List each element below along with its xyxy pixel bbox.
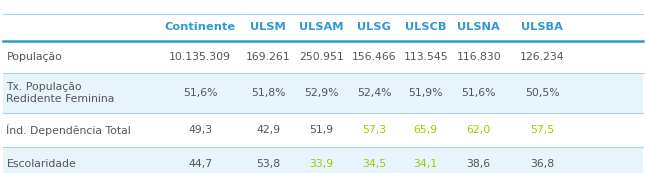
Text: 156.466: 156.466 [351, 52, 397, 62]
Text: 57,3: 57,3 [362, 125, 386, 135]
Text: 65,9: 65,9 [413, 125, 438, 135]
Text: 44,7: 44,7 [188, 159, 213, 169]
Text: ULSAM: ULSAM [299, 22, 344, 32]
Text: 38,6: 38,6 [466, 159, 491, 169]
Text: 51,9: 51,9 [309, 125, 333, 135]
Text: ULSNA: ULSNA [457, 22, 500, 32]
Bar [3, 41, 643, 73]
Text: 126.234: 126.234 [520, 52, 565, 62]
Bar [3, 113, 643, 147]
Text: Escolaridade: Escolaridade [6, 159, 76, 169]
Text: 57,5: 57,5 [530, 125, 554, 135]
Text: 49,3: 49,3 [188, 125, 213, 135]
Text: 33,9: 33,9 [309, 159, 333, 169]
Bar [3, 147, 643, 173]
Text: 52,9%: 52,9% [304, 88, 339, 98]
Text: 34,5: 34,5 [362, 159, 386, 169]
Text: ULSCB: ULSCB [405, 22, 446, 32]
Text: Continente: Continente [165, 22, 236, 32]
Text: 250.951: 250.951 [299, 52, 344, 62]
Text: ULSM: ULSM [250, 22, 286, 32]
Text: 62,0: 62,0 [466, 125, 491, 135]
Text: 51,9%: 51,9% [408, 88, 443, 98]
Text: 51,8%: 51,8% [251, 88, 286, 98]
Text: Tx. População
Redidente Feminina: Tx. População Redidente Feminina [6, 82, 115, 104]
Text: Índ. Dependência Total: Índ. Dependência Total [6, 124, 131, 136]
Text: 34,1: 34,1 [413, 159, 438, 169]
Text: 52,4%: 52,4% [357, 88, 391, 98]
Text: 42,9: 42,9 [256, 125, 280, 135]
Text: 36,8: 36,8 [530, 159, 554, 169]
Text: 51,6%: 51,6% [461, 88, 496, 98]
Text: 116.830: 116.830 [456, 52, 501, 62]
Bar [3, 73, 643, 113]
Text: 53,8: 53,8 [256, 159, 280, 169]
Text: ULSBA: ULSBA [521, 22, 563, 32]
Text: 10.135.309: 10.135.309 [169, 52, 231, 62]
Text: 51,6%: 51,6% [183, 88, 218, 98]
Text: 113.545: 113.545 [403, 52, 448, 62]
Text: 50,5%: 50,5% [525, 88, 559, 98]
Text: 169.261: 169.261 [245, 52, 291, 62]
Text: ULSG: ULSG [357, 22, 391, 32]
Text: População: População [6, 52, 62, 62]
